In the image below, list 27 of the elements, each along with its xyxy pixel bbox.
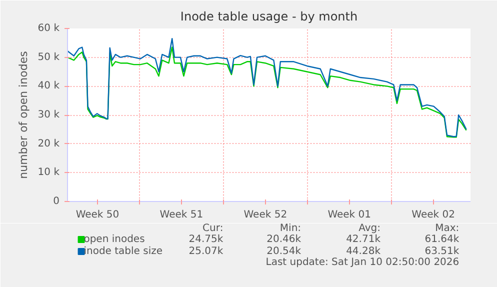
text: 42.71k [346, 234, 381, 245]
x-tick-label: Week 52 [244, 210, 288, 220]
text: 25.07k [188, 246, 224, 257]
text: 20.54k [266, 246, 302, 257]
chart-title: Inode table usage - by month [180, 10, 358, 24]
y-tick-label: 0 [53, 196, 60, 207]
y-axis-title: number of open inodes [16, 50, 30, 179]
x-tick-label: Week 51 [160, 210, 204, 220]
text: Cur: [202, 223, 224, 234]
y-tick-label: 30 k [38, 110, 60, 120]
text: 24.75k [188, 234, 224, 245]
text: Avg: [358, 223, 380, 234]
text: 61.64k [424, 234, 460, 245]
text: Last update: Sat Jan 10 02:50:00 2026 [266, 257, 460, 268]
text: Min: [280, 223, 302, 234]
x-tick-label: Week 01 [328, 210, 372, 220]
y-tick-label: 50 k [38, 52, 60, 63]
y-tick-label: 10 k [38, 167, 60, 178]
y-tick-label: 20 k [38, 138, 60, 150]
text: Max: [435, 223, 460, 234]
text: 44.28k [346, 246, 381, 257]
x-tick-label: Week 50 [76, 210, 120, 220]
y-tick-label: 60 k [38, 23, 60, 34]
x-tick-label: Week 02 [412, 210, 455, 220]
y-tick-label: 40 k [38, 80, 60, 92]
text: 20.46k [266, 234, 302, 245]
text: 63.51k [424, 246, 460, 257]
